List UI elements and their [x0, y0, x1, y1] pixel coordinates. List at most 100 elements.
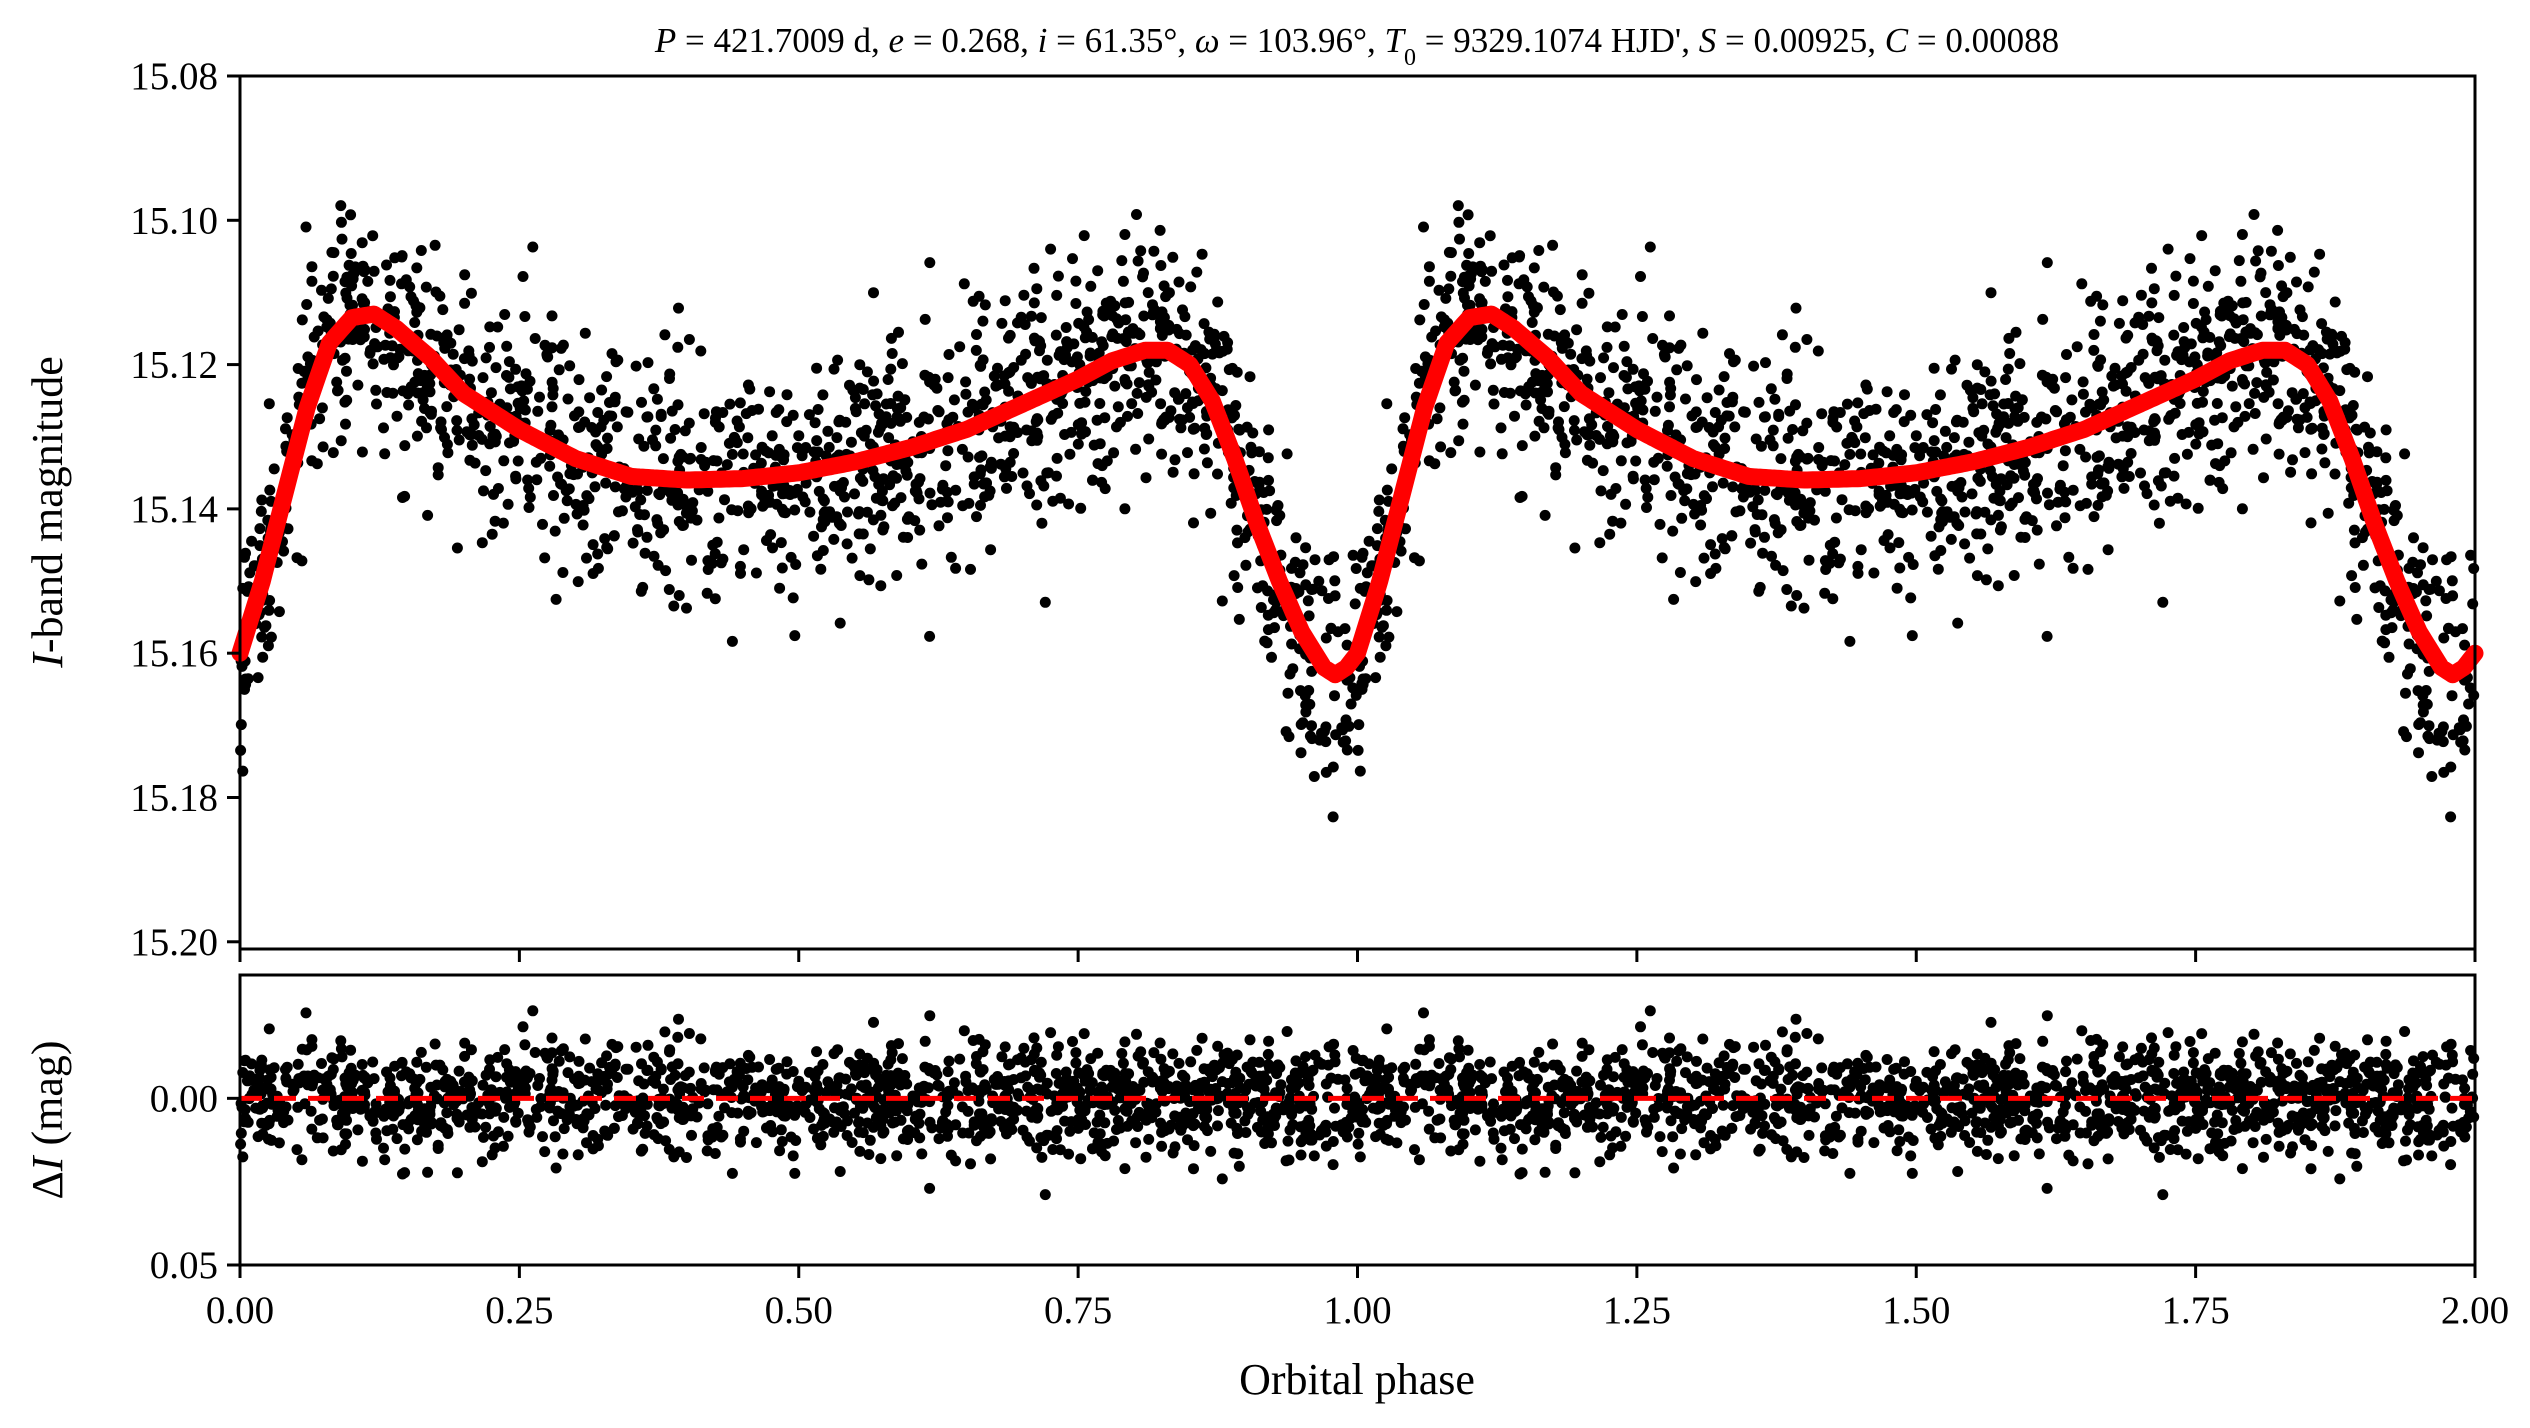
- data-point: [1419, 351, 1431, 363]
- residual-point: [2364, 1056, 2376, 1068]
- residual-point: [2322, 1145, 2334, 1157]
- data-point: [1729, 421, 1741, 433]
- data-point: [1565, 348, 1577, 360]
- data-point: [1448, 376, 1460, 388]
- data-point: [2135, 289, 2147, 301]
- data-point: [1066, 356, 1078, 368]
- data-point: [966, 398, 978, 410]
- data-point: [1964, 552, 1976, 564]
- data-point: [1719, 432, 1731, 444]
- data-point: [2122, 421, 2134, 433]
- data-point: [1286, 638, 1298, 650]
- data-point: [1171, 323, 1183, 335]
- data-point: [2288, 323, 2300, 335]
- data-point: [2116, 471, 2128, 483]
- data-point: [1131, 387, 1143, 399]
- data-point: [378, 422, 389, 434]
- data-point: [484, 420, 496, 432]
- data-point: [2031, 524, 2043, 536]
- data-point: [1605, 488, 1617, 500]
- residual-point: [1413, 1154, 1425, 1166]
- data-point: [1948, 432, 1960, 444]
- data-point: [1472, 334, 1484, 346]
- data-point: [942, 372, 954, 384]
- data-point: [776, 562, 788, 574]
- data-point: [853, 528, 865, 540]
- data-point: [1974, 475, 1986, 487]
- data-point: [1004, 421, 1016, 433]
- data-point: [409, 317, 421, 328]
- data-point: [1685, 469, 1697, 481]
- data-point: [1281, 448, 1293, 460]
- data-point: [2228, 421, 2240, 433]
- data-point: [1418, 299, 1430, 310]
- data-point: [311, 458, 323, 470]
- data-point: [1963, 436, 1975, 448]
- data-point: [2060, 372, 2072, 384]
- data-point: [2002, 363, 2014, 375]
- data-point: [1528, 306, 1540, 318]
- data-point: [901, 469, 913, 481]
- data-point: [2316, 318, 2328, 330]
- residual-point: [420, 1061, 432, 1073]
- residual-point: [1352, 1138, 1364, 1150]
- residual-point: [811, 1046, 823, 1058]
- data-point: [523, 482, 535, 494]
- data-point: [534, 391, 545, 403]
- data-point: [340, 418, 351, 430]
- residual-point: [2401, 1154, 2412, 1166]
- residual-point: [1690, 1149, 1702, 1161]
- data-point: [779, 507, 791, 519]
- data-point: [1107, 328, 1119, 340]
- residual-point: [1323, 1041, 1335, 1053]
- data-point: [539, 339, 551, 351]
- residual-point: [379, 1154, 391, 1166]
- data-point: [1117, 275, 1129, 287]
- data-point: [713, 421, 725, 433]
- data-point: [680, 507, 692, 519]
- data-point: [2102, 544, 2114, 556]
- data-point: [2464, 682, 2476, 694]
- residual-point: [1717, 1099, 1729, 1111]
- residual-point: [2052, 1122, 2064, 1134]
- data-point: [1755, 440, 1767, 452]
- residual-point: [1713, 1057, 1725, 1069]
- data-point: [1648, 474, 1660, 486]
- data-point: [710, 406, 722, 418]
- data-point: [1345, 698, 1357, 710]
- data-point: [1264, 485, 1276, 497]
- data-point: [1881, 386, 1893, 398]
- data-point: [1463, 280, 1475, 292]
- data-point: [403, 399, 415, 411]
- data-point: [1096, 460, 1108, 472]
- data-point: [1154, 316, 1166, 328]
- data-point: [2013, 492, 2024, 504]
- data-point: [1431, 413, 1443, 425]
- data-point: [399, 490, 411, 502]
- data-point: [2091, 290, 2103, 302]
- data-point: [1032, 431, 1044, 443]
- data-point: [2209, 265, 2221, 277]
- data-point: [1601, 341, 1613, 353]
- data-point: [2216, 412, 2228, 424]
- data-point: [1703, 422, 1715, 433]
- data-point: [1212, 468, 1223, 480]
- data-point: [1380, 640, 1392, 652]
- data-point: [1458, 394, 1470, 406]
- residual-point: [854, 1048, 866, 1060]
- data-point: [1377, 620, 1389, 632]
- data-point: [999, 378, 1011, 390]
- data-point: [1749, 526, 1761, 538]
- data-point: [918, 411, 930, 423]
- data-point: [2251, 377, 2263, 389]
- data-point: [1217, 345, 1229, 357]
- data-point: [516, 380, 527, 392]
- residual-point: [1971, 1048, 1983, 1060]
- data-point: [1795, 519, 1807, 531]
- residual-point: [608, 1122, 620, 1134]
- data-point: [1434, 402, 1446, 414]
- data-point: [2260, 433, 2272, 445]
- data-point: [527, 241, 539, 253]
- data-point: [2417, 690, 2429, 702]
